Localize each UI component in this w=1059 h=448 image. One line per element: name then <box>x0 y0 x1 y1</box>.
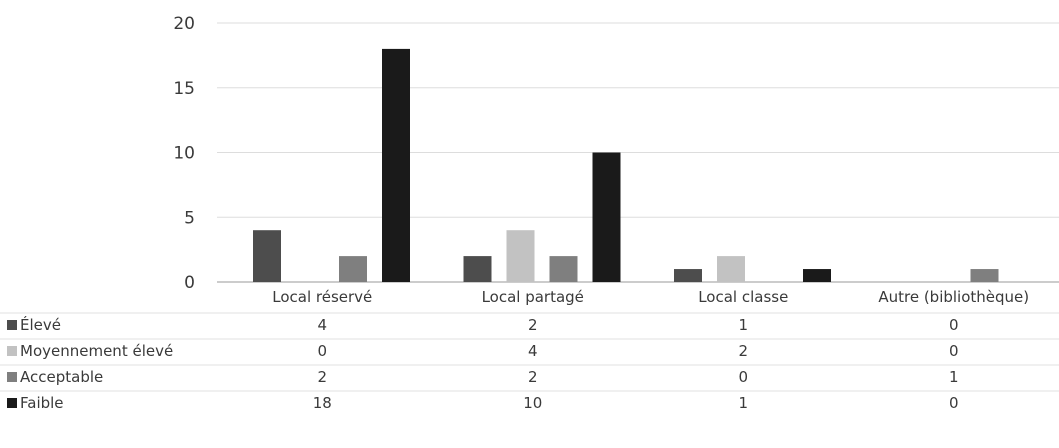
category-label: Local classe <box>698 288 788 306</box>
y-axis: 0 5 10 15 20 <box>173 14 195 293</box>
table-cell: 2 <box>528 316 538 334</box>
legend-swatch <box>7 346 17 356</box>
table-cell: 18 <box>313 394 332 412</box>
table-cell: 2 <box>528 368 538 386</box>
bar <box>717 256 745 282</box>
table-cell: 0 <box>949 342 959 360</box>
bar <box>382 48 410 283</box>
table-cell: 1 <box>738 394 748 412</box>
bar <box>339 256 367 282</box>
table-cell: 0 <box>738 368 748 386</box>
legend-label: Moyennement élevé <box>20 342 173 360</box>
bar <box>506 230 535 282</box>
legend-swatch <box>7 398 17 408</box>
legend-swatch <box>7 372 17 382</box>
category-label: Autre (bibliothèque) <box>878 288 1029 306</box>
category-label: Local réservé <box>272 288 372 306</box>
table-cell: 2 <box>738 342 748 360</box>
table-cell: 0 <box>949 316 959 334</box>
bar <box>549 256 578 282</box>
bar <box>674 269 702 282</box>
bar <box>253 230 281 282</box>
legend-swatch <box>7 320 17 330</box>
y-tick-label: 5 <box>184 208 195 228</box>
table-cell: 0 <box>949 394 959 412</box>
table-cell: 2 <box>317 368 327 386</box>
table-cell: 4 <box>317 316 327 334</box>
y-tick-label: 20 <box>173 14 195 34</box>
table-cell: 4 <box>528 342 538 360</box>
bar <box>463 256 492 282</box>
bars <box>253 48 999 283</box>
y-tick-label: 15 <box>173 79 195 99</box>
legend-label: Faible <box>20 394 64 412</box>
table-cell: 1 <box>738 316 748 334</box>
gridlines <box>217 22 1059 283</box>
y-tick-label: 0 <box>184 273 195 293</box>
bar <box>592 152 621 282</box>
legend-label: Élevé <box>20 315 61 334</box>
bar <box>803 269 831 282</box>
y-tick-label: 10 <box>173 144 195 164</box>
category-label: Local partagé <box>482 288 584 306</box>
legend-label: Acceptable <box>20 368 103 386</box>
table-cell: 1 <box>949 368 959 386</box>
table-cell: 10 <box>523 394 542 412</box>
bar <box>970 269 999 282</box>
category-labels: Local réservé Local partagé Local classe Au… <box>272 288 1029 306</box>
table-cell: 0 <box>317 342 327 360</box>
